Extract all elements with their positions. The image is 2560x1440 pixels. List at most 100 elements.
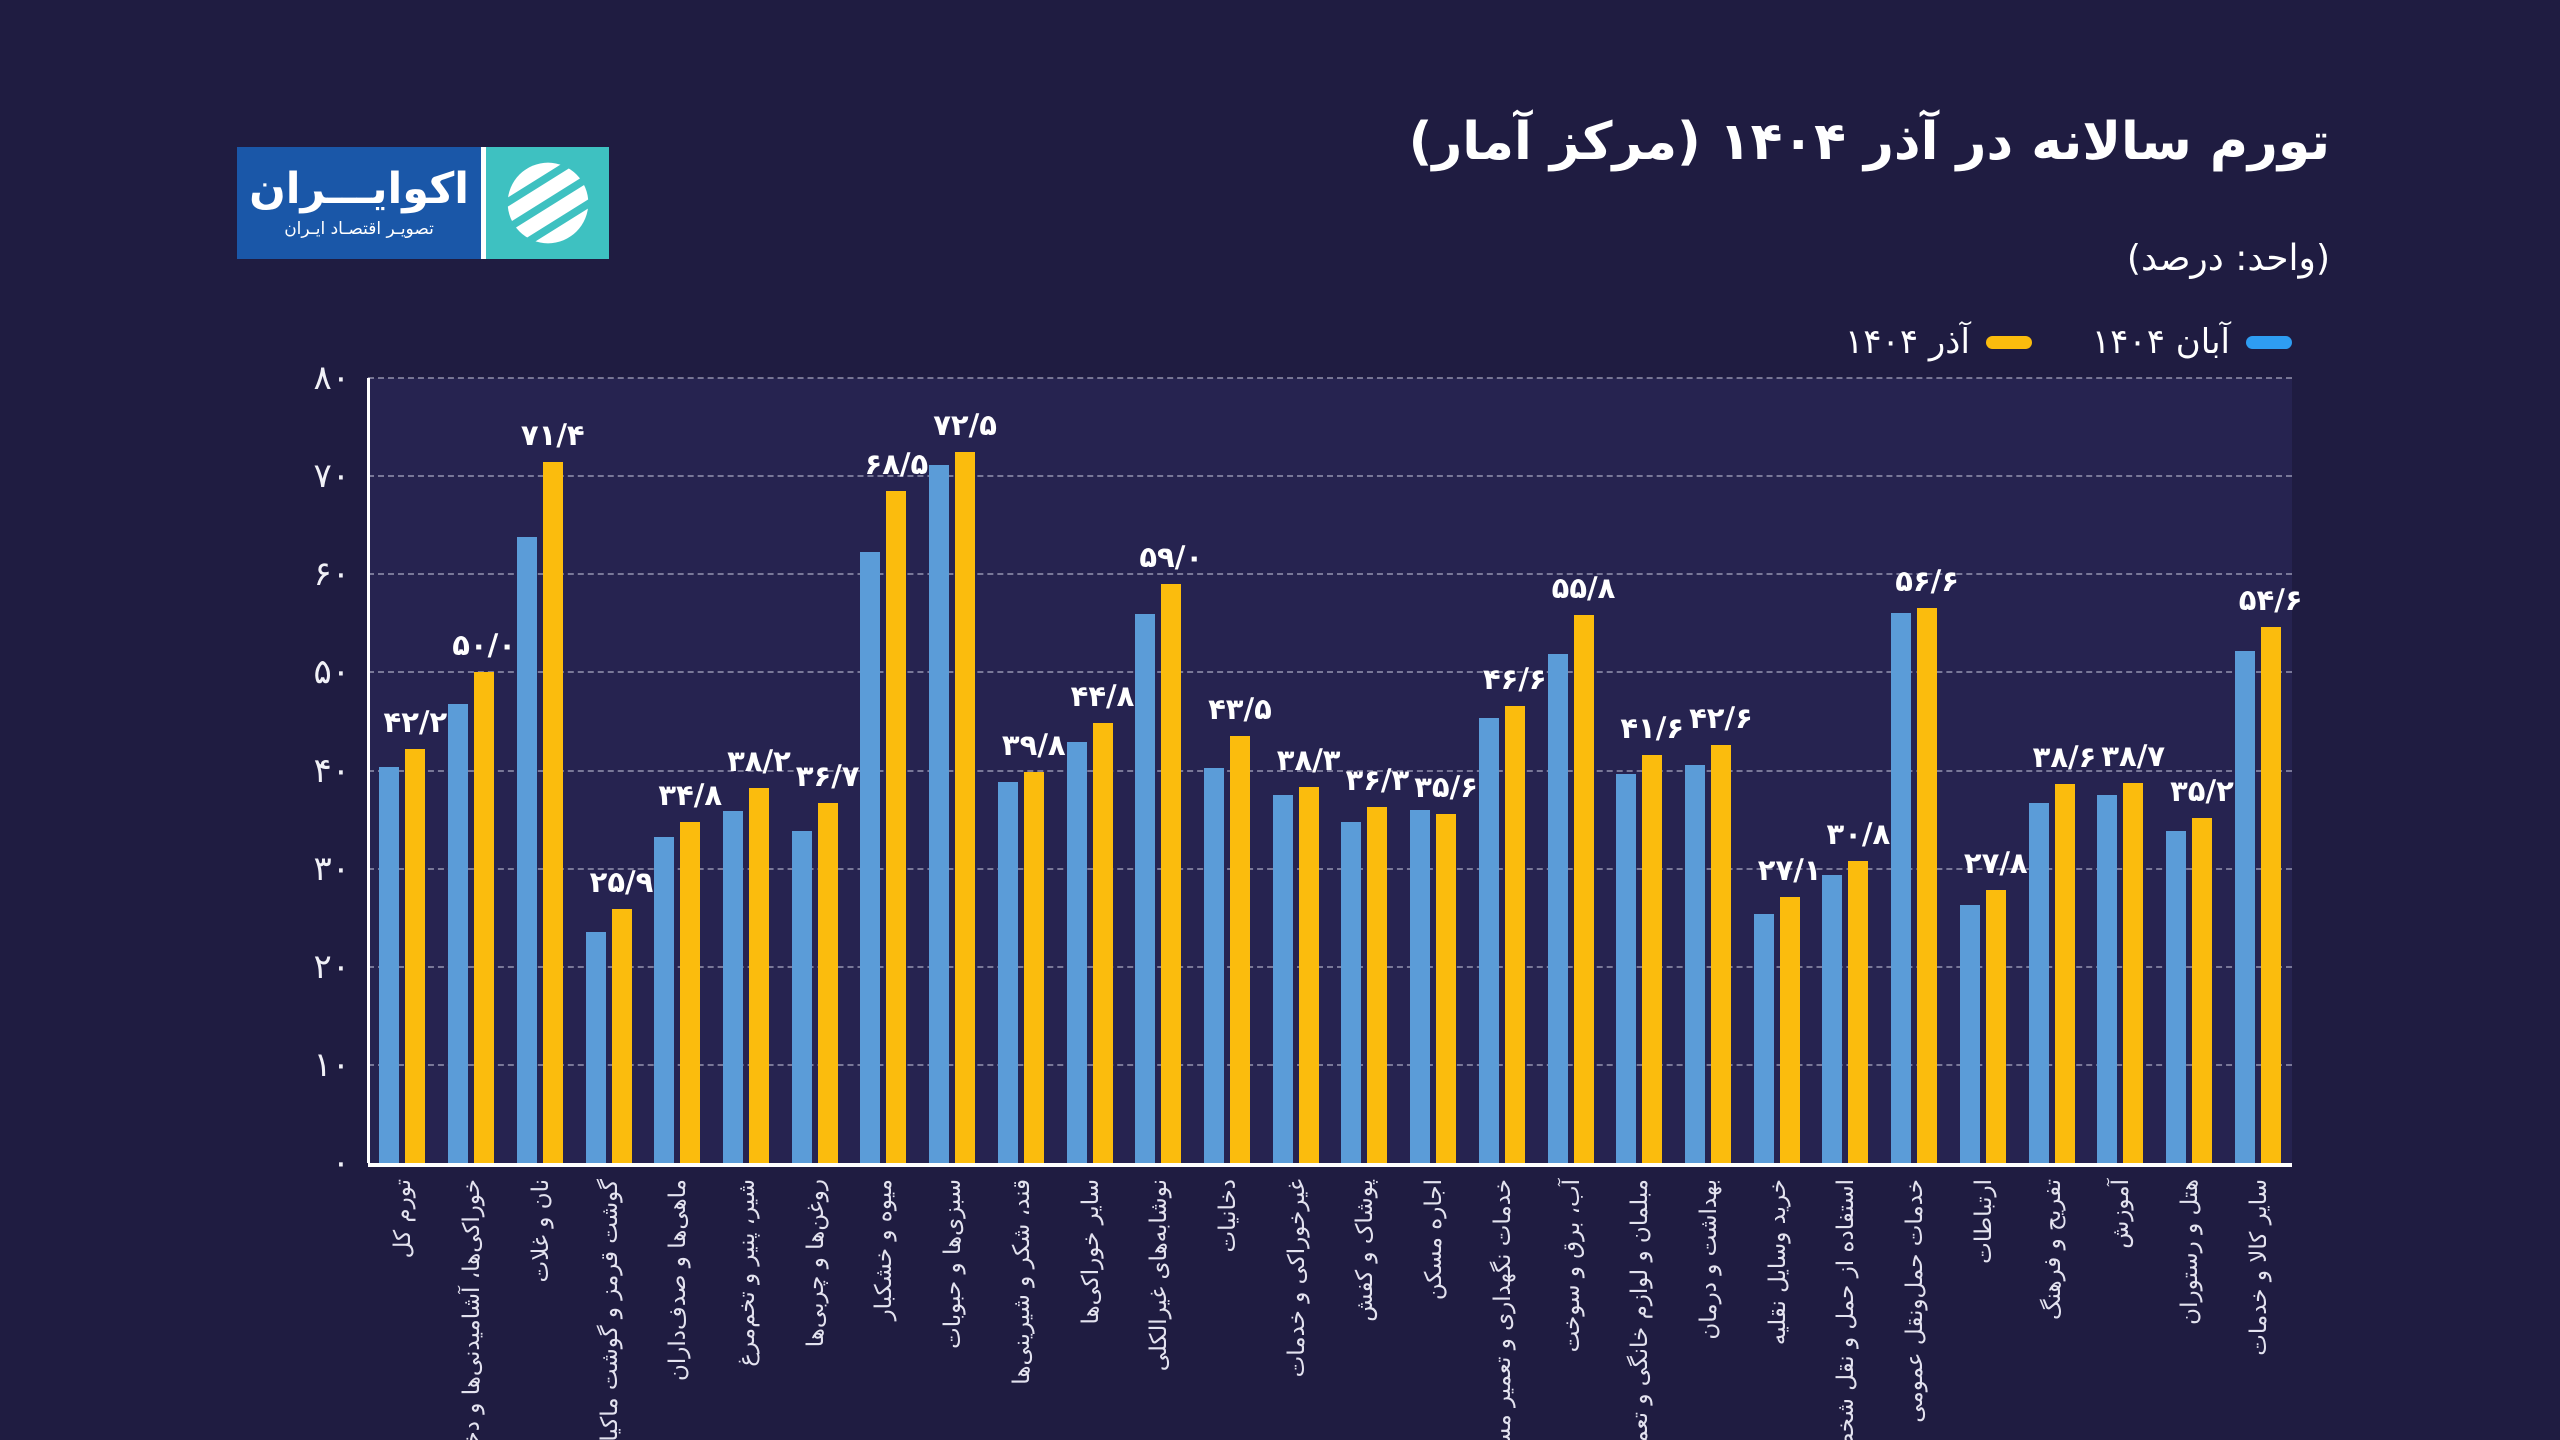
x-category-label-text: بهداشت و درمان xyxy=(1695,1179,1722,1340)
page-title: تورم سالانه در آذر ۱۴۰۴ (مرکز آمار) xyxy=(1408,112,2330,172)
x-category-label-text: میوه و خشکبار xyxy=(871,1179,898,1321)
x-category-label-text: گوشت قرمز و گوشت ماکیان xyxy=(596,1179,623,1440)
legend-label-azar: آذر ۱۴۰۴ xyxy=(1845,322,1970,362)
y-gridline xyxy=(368,965,2292,968)
bar-azar xyxy=(1917,607,1938,1163)
bar-aban xyxy=(860,551,881,1163)
bar-aban xyxy=(1203,767,1224,1163)
x-category-label-text: قند، شکر و شیرینی‌ها xyxy=(1008,1179,1035,1385)
bar-azar xyxy=(542,462,563,1163)
bar-value-label: ۵۶/۶ xyxy=(1895,563,1959,598)
bar-azar xyxy=(2260,627,2281,1163)
bar-aban xyxy=(929,465,950,1163)
bar-aban xyxy=(2234,650,2255,1163)
bar-azar xyxy=(1710,744,1731,1163)
bar-aban xyxy=(1272,795,1293,1163)
y-gridline xyxy=(368,671,2292,674)
bar-aban xyxy=(1547,653,1568,1163)
ecoiran-circle-stripes-icon xyxy=(507,162,588,244)
y-tick-label: ۲۰ xyxy=(313,946,350,987)
bar-azar xyxy=(1161,584,1182,1163)
bar-aban xyxy=(1684,764,1705,1163)
bar-aban xyxy=(1410,809,1431,1163)
bar-aban xyxy=(1753,913,1774,1163)
y-tick-label: ۷۰ xyxy=(313,456,350,497)
bar-value-label: ۳۵/۶ xyxy=(1414,769,1478,804)
x-category-label-text: آموزش xyxy=(2108,1179,2135,1249)
x-category-label-text: نان و غلات xyxy=(527,1179,554,1283)
logo-name: اکوایـــران xyxy=(249,164,469,215)
y-gridline xyxy=(368,769,2292,772)
ecoiran-logo: اکوایـــران تصویـر اقتصـاد ایـران xyxy=(237,147,609,259)
y-tick-label: ۵۰ xyxy=(313,652,350,693)
logo-text-block: اکوایـــران تصویـر اقتصـاد ایـران xyxy=(237,147,481,259)
legend-item-azar: آذر ۱۴۰۴ xyxy=(1845,322,2032,362)
x-category-label-text: سبزی‌ها و حبوبات xyxy=(940,1179,967,1349)
bar-azar xyxy=(1504,705,1525,1163)
bar-azar xyxy=(1298,787,1319,1163)
bar-azar xyxy=(1573,615,1594,1163)
x-category-label-text: تفریح و فرهنگ xyxy=(2039,1179,2066,1321)
bar-value-label: ۵۹/۰ xyxy=(1139,540,1204,575)
bar-aban xyxy=(448,703,469,1163)
legend-dash-aban-icon xyxy=(2246,335,2292,349)
bar-aban xyxy=(2165,831,2186,1163)
bar-azar xyxy=(1436,813,1457,1163)
bar-azar xyxy=(1985,890,2006,1163)
y-tick-label: ۸۰ xyxy=(313,358,350,398)
bar-value-label: ۴۲/۲ xyxy=(383,704,448,739)
bar-azar xyxy=(2054,784,2075,1163)
bar-value-label: ۶۸/۵ xyxy=(864,446,929,481)
x-category-label-text: سایر کالا و خدمات xyxy=(2245,1179,2272,1356)
x-category-label-text: روغن‌ها و چربی‌ها xyxy=(802,1179,829,1348)
bar-value-label: ۵۴/۶ xyxy=(2238,583,2303,618)
bar-value-label: ۲۷/۸ xyxy=(1963,846,2028,881)
bar-aban xyxy=(654,837,675,1163)
bar-aban xyxy=(1135,613,1156,1163)
bar-aban xyxy=(1891,612,1912,1163)
y-tick-label: ۱۰ xyxy=(313,1044,350,1085)
bar-aban xyxy=(516,536,537,1163)
bar-azar xyxy=(1367,806,1388,1163)
bar-azar xyxy=(1642,754,1663,1163)
bar-aban xyxy=(1066,742,1087,1163)
x-category-label-text: خوراکی‌ها، آشامیدنی‌ها و دخانیات xyxy=(459,1179,486,1440)
x-category-label-text: آب، برق و سوخت xyxy=(1558,1179,1585,1353)
logo-divider xyxy=(481,147,486,259)
bar-value-label: ۳۶/۷ xyxy=(795,758,860,793)
bar-azar xyxy=(886,490,907,1163)
x-category-label-text: خدمات حمل‌ونقل عمومی xyxy=(1902,1179,1929,1423)
y-tick-label: ۶۰ xyxy=(313,554,350,595)
legend: آذر ۱۴۰۴ آبان ۱۴۰۴ xyxy=(1845,322,2292,362)
bar-azar xyxy=(1848,860,1869,1163)
x-axis-line xyxy=(368,1163,2292,1167)
x-category-label-text: ارتباطات xyxy=(1970,1179,1997,1264)
y-gridline xyxy=(368,867,2292,870)
x-category-label-text: دخانیات xyxy=(1214,1179,1241,1253)
y-tick-label: ۰ xyxy=(331,1143,350,1183)
bar-azar xyxy=(955,451,976,1163)
bar-value-label: ۳۸/۶ xyxy=(2032,740,2097,775)
bar-azar xyxy=(1779,897,1800,1163)
y-gridline xyxy=(368,377,2292,379)
bar-value-label: ۳۰/۸ xyxy=(1826,816,1891,851)
bar-azar xyxy=(474,672,495,1163)
bar-value-label: ۷۲/۵ xyxy=(933,407,997,442)
bar-value-label: ۲۷/۱ xyxy=(1757,853,1822,888)
bar-azar xyxy=(1092,723,1113,1163)
bar-value-label: ۳۸/۷ xyxy=(2101,739,2166,774)
y-gridline xyxy=(368,475,2292,478)
bar-value-label: ۵۵/۸ xyxy=(1551,571,1616,606)
bar-aban xyxy=(1822,874,1843,1163)
bar-aban xyxy=(722,810,743,1163)
bar-value-label: ۴۲/۶ xyxy=(1689,700,1753,735)
bar-value-label: ۴۴/۸ xyxy=(1070,679,1135,714)
x-category-label-text: سایر خوراکی‌ها xyxy=(1077,1179,1104,1325)
bar-azar xyxy=(611,908,632,1163)
bar-value-label: ۷۱/۴ xyxy=(520,418,585,453)
bar-aban xyxy=(1478,717,1499,1163)
bar-aban xyxy=(791,831,812,1163)
bar-aban xyxy=(1616,774,1637,1163)
bar-aban xyxy=(1959,904,1980,1163)
